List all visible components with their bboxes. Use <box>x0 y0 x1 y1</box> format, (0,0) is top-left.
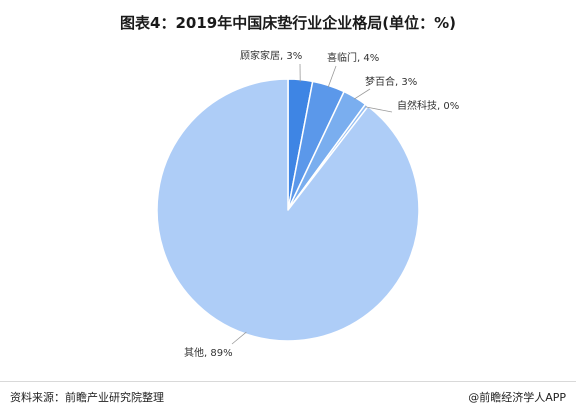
pie-slice <box>156 78 420 342</box>
slice-label: 梦百合, 3% <box>365 75 417 88</box>
slice-label: 顾家家居, 3% <box>240 49 302 62</box>
leader-line <box>231 331 247 345</box>
slice-label: 其他, 89% <box>184 346 233 359</box>
source-note: 资料来源：前瞻产业研究院整理 <box>10 391 164 404</box>
chart-title: 图表4：2019年中国床垫行业企业格局(单位：%) <box>120 14 456 32</box>
pie-slices <box>156 78 420 342</box>
slice-labels: 顾家家居, 3% 喜临门, 4% 梦百合, 3% 自然科技, 0% 其他, 89% <box>184 49 459 359</box>
brand-credit: @前瞻经济学人APP <box>468 391 566 404</box>
footer-divider <box>0 381 576 382</box>
leader-line <box>353 88 371 100</box>
slice-label: 喜临门, 4% <box>327 51 379 64</box>
leader-line <box>327 65 337 88</box>
slice-label: 自然科技, 0% <box>397 99 459 112</box>
leader-lines <box>231 63 393 345</box>
leader-line <box>365 106 393 113</box>
